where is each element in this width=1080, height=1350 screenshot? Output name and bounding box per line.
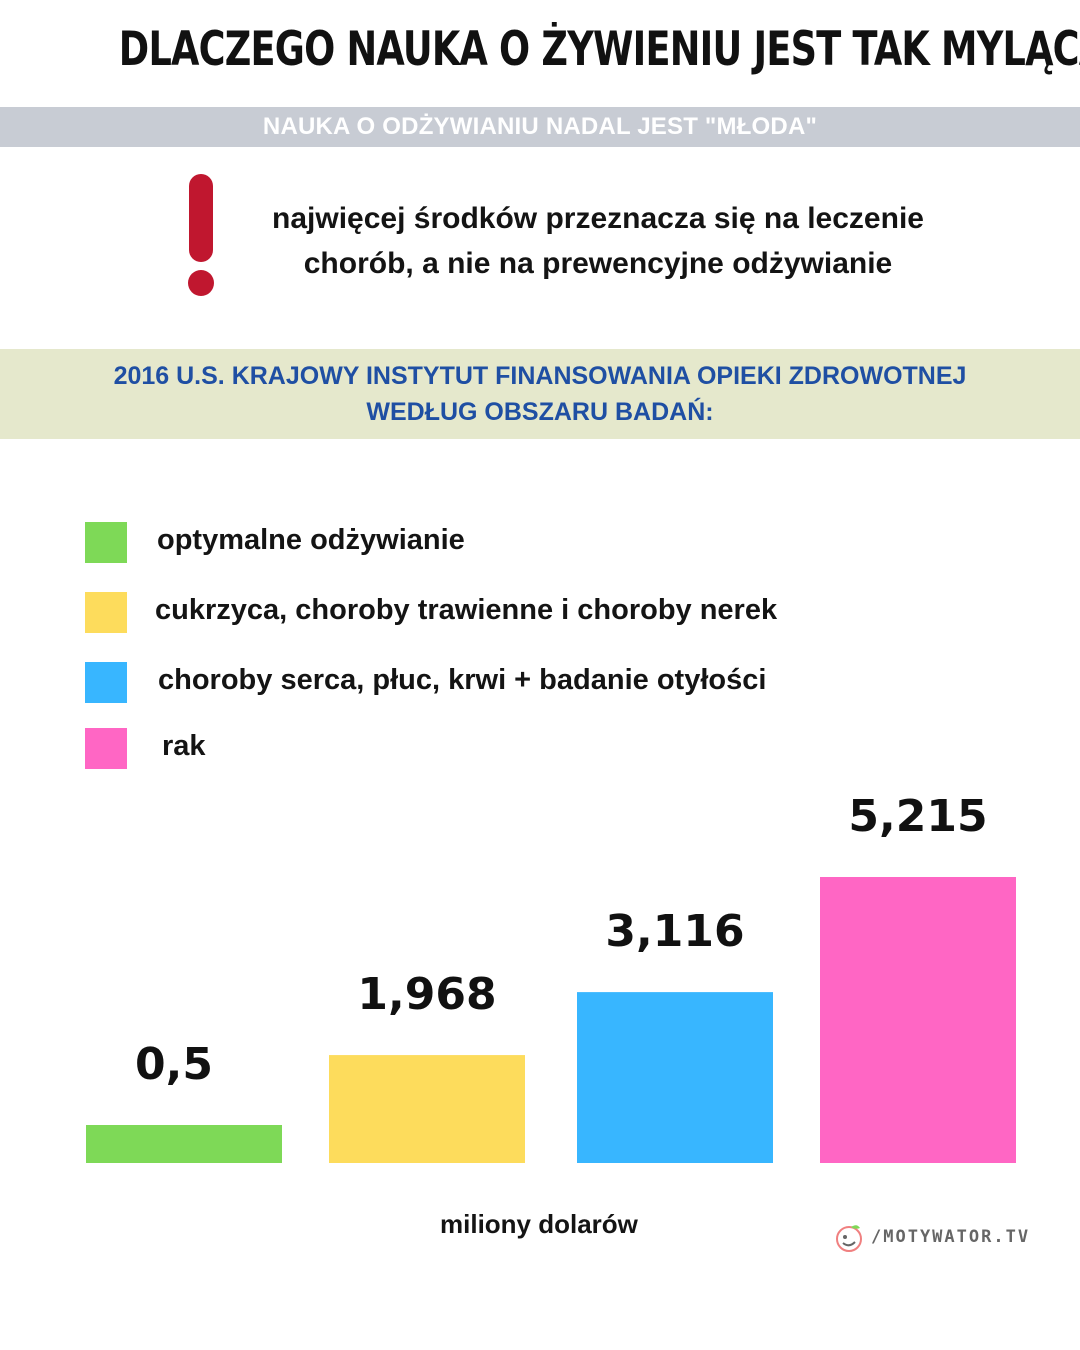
- subtitle: NAUKA O ODŻYWIANIU NADAL JEST "MŁODA": [262, 113, 818, 140]
- bar: [86, 1125, 282, 1163]
- legend-swatch: [85, 728, 127, 769]
- note-line-2: chorób, a nie na prewencyjne odżywianie: [303, 247, 893, 280]
- exclamation-icon: [186, 172, 216, 302]
- page-title: DLACZEGO NAUKA O ŻYWIENIU JEST TAK MYLĄC…: [118, 22, 1080, 77]
- note-text: najwięcej środków przeznacza się na lecz…: [228, 196, 968, 286]
- chart-heading-line-2: WEDŁUG OBSZARU BADAŃ:: [366, 398, 714, 426]
- legend-label: cukrzyca, choroby trawienne i choroby ne…: [155, 594, 778, 626]
- motywator-logo-icon: [836, 1225, 862, 1252]
- chart-heading-band: 2016 U.S. KRAJOWY INSTYTUT FINANSOWANIA …: [0, 349, 1080, 439]
- legend-label: rak: [162, 730, 206, 762]
- bar: [577, 992, 773, 1163]
- brand-text: /MOTYWATOR.TV: [871, 1227, 1031, 1247]
- bar: [329, 1055, 525, 1163]
- bar-chart: 0,5 1,968 3,116 5,215: [86, 791, 1016, 1163]
- subtitle-band: NAUKA O ODŻYWIANIU NADAL JEST "MŁODA": [0, 107, 1080, 147]
- legend-label: optymalne odżywianie: [157, 524, 465, 556]
- brand: /MOTYWATOR.TV: [833, 1220, 1030, 1254]
- bar-value-label: 5,215: [848, 791, 987, 842]
- legend-swatch: [85, 522, 127, 563]
- legend-swatch: [85, 592, 127, 633]
- bar: [820, 877, 1016, 1163]
- legend-label: choroby serca, płuc, krwi + badanie otył…: [158, 664, 767, 696]
- note-line-1: najwięcej środków przeznacza się na lecz…: [272, 202, 924, 235]
- bar-value-label: 1,968: [357, 969, 496, 1020]
- bar-value-label: 3,116: [605, 906, 744, 957]
- bar-value-label: 0,5: [135, 1039, 213, 1090]
- legend-swatch: [85, 662, 127, 703]
- unit-label: miliony dolarów: [440, 1209, 638, 1239]
- chart-heading-line-1: 2016 U.S. KRAJOWY INSTYTUT FINANSOWANIA …: [113, 362, 967, 390]
